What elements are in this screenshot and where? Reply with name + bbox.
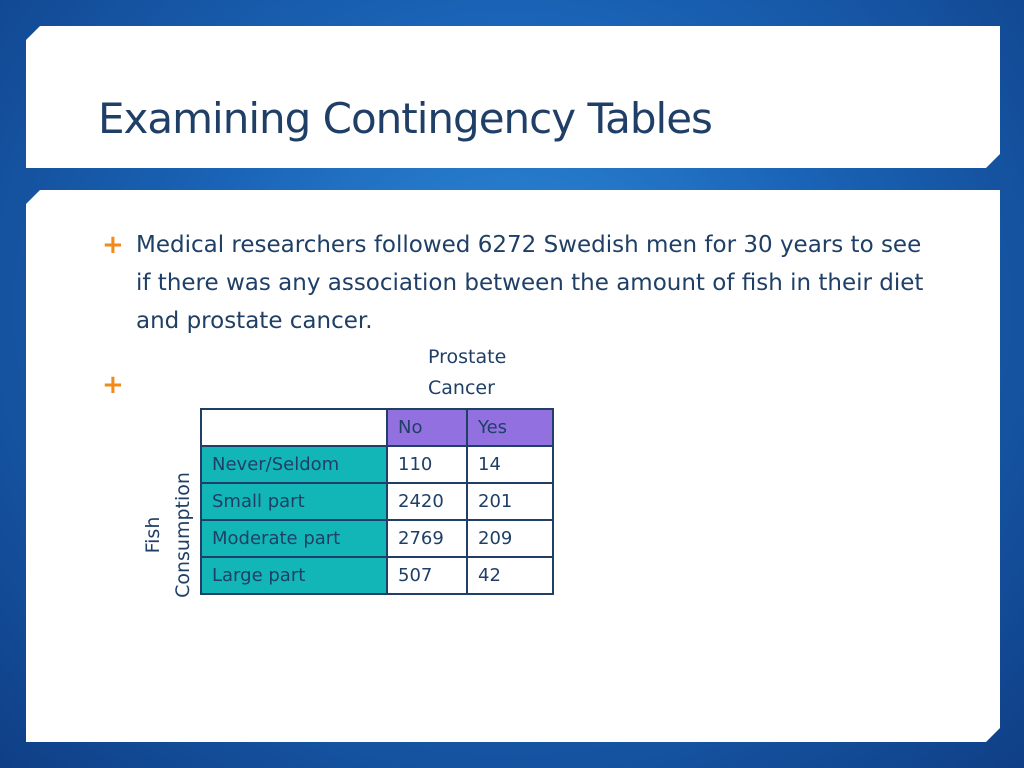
row-header-cell: Never/Seldom [201, 446, 387, 483]
title-panel: Examining Contingency Tables [26, 26, 1000, 168]
bullet-text: Medical researchers followed 6272 Swedis… [136, 232, 924, 334]
table-cell: 507 [387, 557, 467, 594]
contingency-table: No Yes Never/Seldom 110 14 Small part 24… [200, 408, 554, 595]
row-variable-label: Fish Consumption [142, 472, 194, 598]
column-header-no: No [387, 409, 467, 446]
table-cell: 209 [467, 520, 553, 557]
table-cell: 14 [467, 446, 553, 483]
table-cell: 110 [387, 446, 467, 483]
slide-title: Examining Contingency Tables [98, 94, 712, 143]
table-row: Never/Seldom 110 14 [201, 446, 553, 483]
bullet-plus-icon: + [102, 230, 124, 260]
table-cell: 2420 [387, 483, 467, 520]
table-row: Large part 507 42 [201, 557, 553, 594]
row-header-cell: Large part [201, 557, 387, 594]
table-row: Moderate part 2769 209 [201, 520, 553, 557]
table-header-row: No Yes [201, 409, 553, 446]
content-panel: + Medical researchers followed 6272 Swed… [26, 190, 1000, 742]
row-header-cell: Small part [201, 483, 387, 520]
table-row: Small part 2420 201 [201, 483, 553, 520]
column-variable-label: Prostate Cancer [428, 346, 507, 399]
table-cell: 42 [467, 557, 553, 594]
table-cell: 201 [467, 483, 553, 520]
bullet-plus-icon: + [102, 370, 124, 400]
table-corner-cell [201, 409, 387, 446]
row-header-cell: Moderate part [201, 520, 387, 557]
table-cell: 2769 [387, 520, 467, 557]
column-header-yes: Yes [467, 409, 553, 446]
